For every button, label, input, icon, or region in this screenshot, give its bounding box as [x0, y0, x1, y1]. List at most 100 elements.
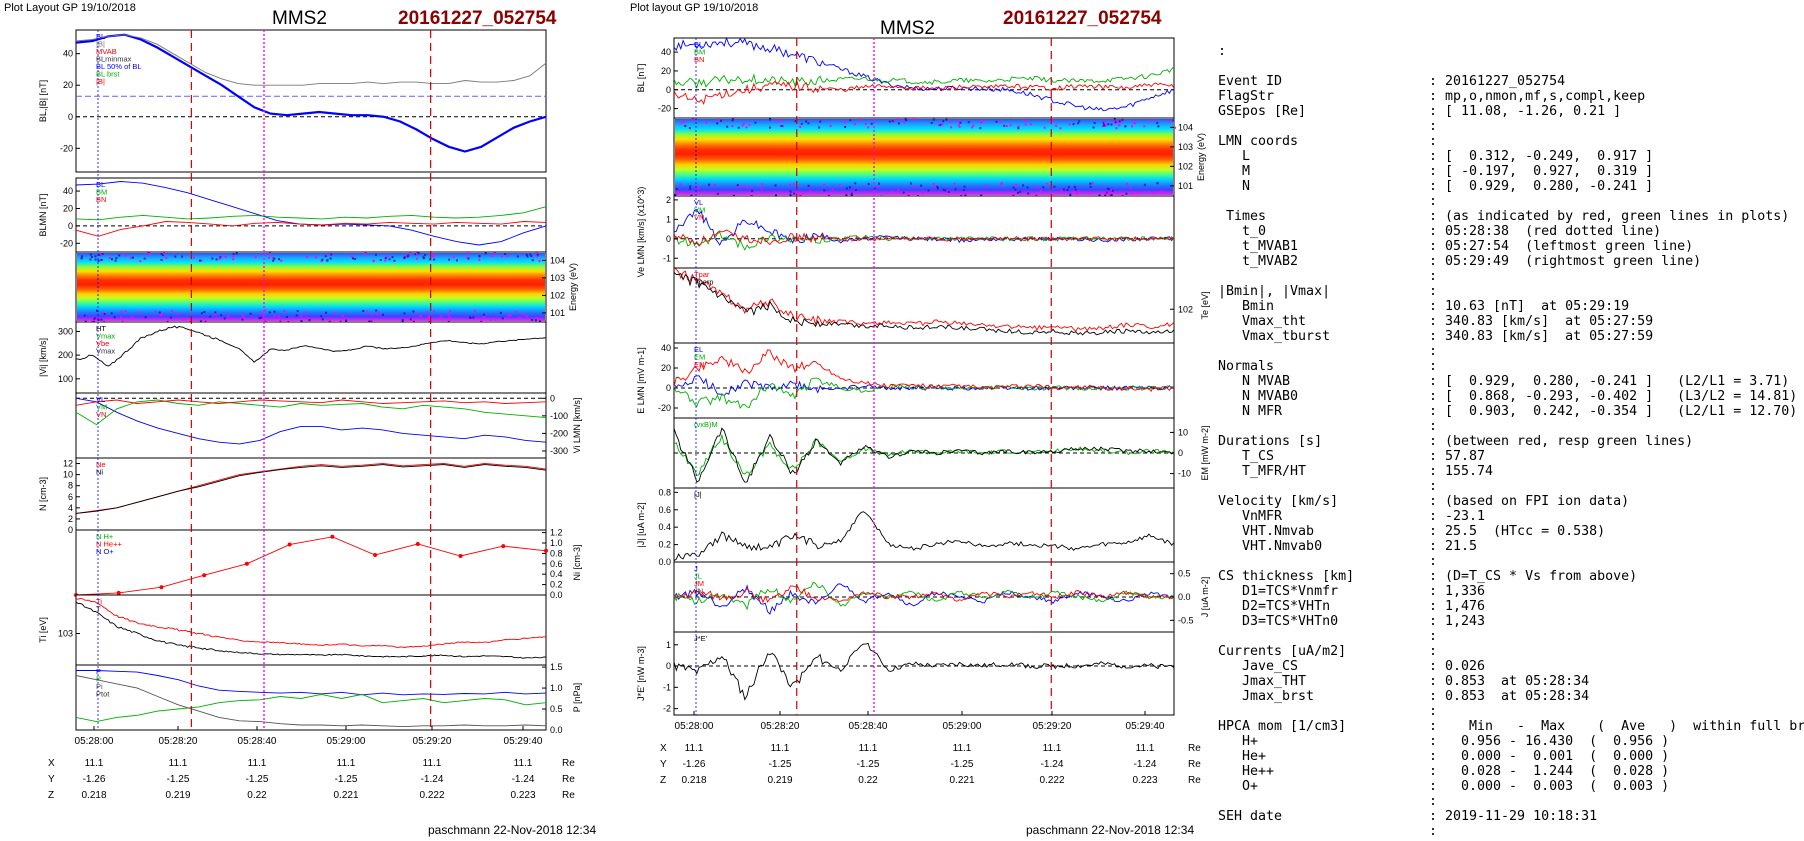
- spectrogram-pixel: [171, 310, 174, 313]
- spectrogram-pixel: [405, 255, 408, 258]
- series-em: [673, 427, 1175, 483]
- y-axis-label: E LMN [mV m-1]: [636, 347, 646, 414]
- spectrogram-pixel: [411, 318, 414, 321]
- spectrogram-pixel: [427, 317, 430, 320]
- series-t-par: [75, 601, 547, 659]
- spectrogram-pixel: [374, 253, 377, 256]
- spectrogram-pixel: [715, 192, 718, 195]
- spectrogram-pixel: [1012, 186, 1015, 189]
- spectrogram-pixel: [268, 311, 271, 314]
- spectrogram-pixel: [109, 257, 111, 260]
- spectrogram-pixel: [89, 253, 92, 256]
- spectrogram-pixel: [954, 188, 957, 191]
- legend-entry: Vbe: [96, 339, 109, 348]
- spectrogram-pixel: [278, 258, 281, 261]
- spectrogram-pixel: [433, 258, 436, 261]
- info-value: : 21.5: [1429, 539, 1478, 554]
- spectrogram-pixel: [1030, 123, 1032, 126]
- spectrogram-pixel: [1072, 123, 1075, 126]
- spectrogram-pixel: [285, 316, 288, 318]
- spectrogram-pixel: [789, 190, 792, 193]
- spectrogram-pixel: [999, 183, 1002, 186]
- y-tick-label: -100: [550, 411, 568, 421]
- info-row: :: [1218, 344, 1804, 359]
- y-tick-label: 40: [661, 343, 671, 353]
- info-row: CS thickness [km]: (D=T_CS * Vs from abo…: [1218, 569, 1804, 584]
- legend-entry: T: [96, 605, 101, 614]
- spectrogram-pixel: [1120, 121, 1123, 124]
- info-row: FlagStr: mp,o,nmon,mf,s,compl,keep: [1218, 89, 1804, 104]
- spectrogram-pixel: [1089, 182, 1092, 185]
- panel-frame: [673, 267, 1175, 344]
- y-axis-label: Ti [eV]: [38, 617, 48, 643]
- panel-L7: 1.21.00.80.60.40.20.0 Ni [cm-3] N H+N He++…: [74, 528, 582, 600]
- spectrogram-pixel: [522, 313, 525, 316]
- info-value: :: [1429, 479, 1438, 494]
- spectrogram-pixel: [949, 120, 952, 123]
- y-tick-label: 8: [68, 481, 73, 491]
- info-value: : [ 0.312, -0.249, 0.917 ]: [1429, 149, 1654, 164]
- info-key: Vmax_tht: [1218, 314, 1307, 329]
- info-row: VHT.Nmvab: 25.5 (HTcc = 0.538): [1218, 524, 1804, 539]
- info-key: VHT.Nmvab: [1218, 524, 1315, 539]
- spectrogram-pixel: [414, 253, 417, 256]
- y-tick-label: 40: [661, 47, 671, 57]
- spectrogram-pixel: [1003, 124, 1006, 127]
- info-value: :: [1429, 359, 1438, 374]
- y-tick-label: 20: [63, 80, 73, 90]
- legend-entry: Ptot: [96, 690, 110, 699]
- spectrogram-pixel: [215, 258, 218, 261]
- ephemeris-value: 0.221: [949, 775, 974, 786]
- spectrogram-pixel: [300, 314, 303, 317]
- ephemeris-value: -1.25: [335, 774, 358, 785]
- y-tick-label: -20: [658, 104, 671, 114]
- spectrogram-pixel: [118, 254, 121, 257]
- ephemeris-value: 11.1: [771, 743, 790, 754]
- info-key: D2=TCS*VHTn: [1218, 599, 1331, 614]
- spectrogram-pixel: [761, 183, 764, 186]
- y-tick-label: -20: [60, 238, 73, 248]
- legend-entry: JN: [694, 587, 703, 596]
- info-value: : 340.83 [km/s] at 05:27:59: [1429, 314, 1654, 329]
- legend-entry: N O+: [96, 547, 114, 556]
- spectrogram-pixel: [680, 121, 683, 124]
- spectrogram-pixel: [100, 318, 103, 321]
- y-tick-label: -0.5: [1178, 615, 1194, 625]
- spectrogram-pixel: [139, 260, 142, 263]
- spectrogram-pixel: [1098, 194, 1101, 197]
- info-value: :: [1429, 344, 1438, 359]
- data-point: [287, 542, 292, 547]
- spectrogram-pixel: [1106, 187, 1109, 190]
- spectrogram-pixel: [423, 253, 426, 256]
- spectrogram-pixel: [979, 121, 982, 124]
- spectrogram-pixel: [985, 184, 987, 187]
- spectrogram-pixel: [315, 256, 318, 259]
- info-value: : [ -0.197, 0.927, 0.319 ]: [1429, 164, 1654, 179]
- x-tick-label: 05:28:40: [849, 721, 888, 732]
- spectrogram-pixel: [258, 317, 261, 320]
- series-ni: [75, 464, 547, 514]
- spectrogram-pixel: [95, 317, 98, 320]
- legend-entry: Tperp: [694, 278, 714, 287]
- spectrogram-pixel: [509, 314, 512, 317]
- spectrogram-pixel: [731, 125, 734, 128]
- spectrogram-pixel: [388, 258, 391, 261]
- y-tick-label: 1.5: [550, 662, 563, 672]
- legend-entry: BM: [694, 48, 705, 57]
- y-tick-label: 0.4: [658, 522, 671, 532]
- spectrogram-pixel: [844, 191, 847, 194]
- info-key: Durations [s]: [1218, 434, 1323, 449]
- spectrogram-pixel: [384, 259, 387, 262]
- info-row: He++: 0.028 - 1.244 ( 0.028 ): [1218, 764, 1804, 779]
- spectrogram-pixel: [850, 193, 853, 196]
- data-point: [330, 534, 335, 539]
- y-axis-label: Te [eV]: [1200, 291, 1210, 319]
- spectrogram-pixel: [1143, 125, 1146, 128]
- spectrogram-pixel: [273, 310, 276, 313]
- info-key: N MVAB0: [1218, 389, 1299, 404]
- spectrogram-pixel: [431, 253, 434, 256]
- spectrogram-pixel: [242, 314, 245, 317]
- legend-entry: Pi: [96, 682, 103, 691]
- ephemeris-unit: Re: [562, 774, 575, 785]
- y-tick-label: 0.0: [550, 590, 563, 600]
